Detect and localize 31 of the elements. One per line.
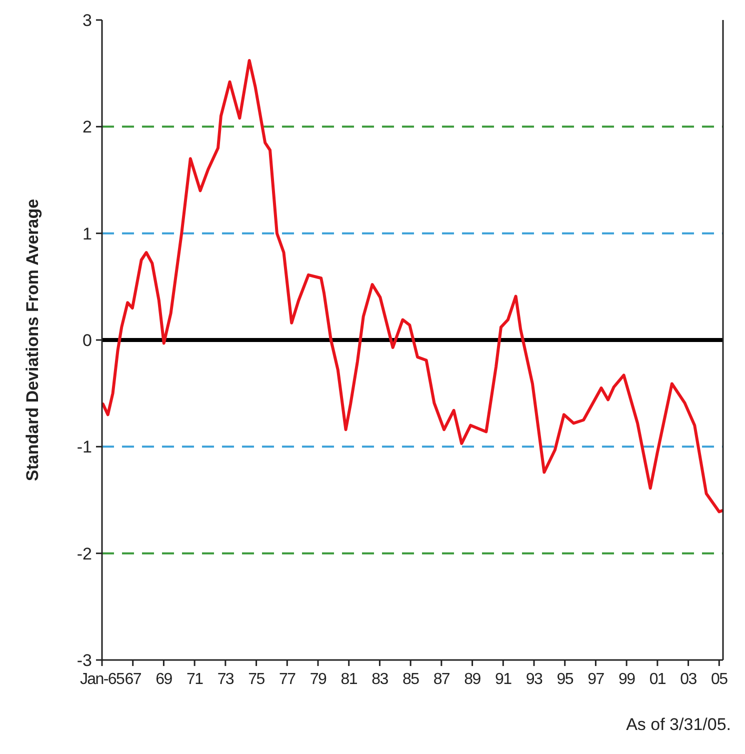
x-tick-label: 69 bbox=[156, 671, 173, 688]
y-tick-label: 0 bbox=[82, 330, 92, 350]
x-tick-label: 91 bbox=[495, 671, 512, 688]
y-tick-label: 1 bbox=[82, 224, 92, 244]
y-axis-title: Standard Deviations From Average bbox=[23, 198, 42, 482]
x-tick-label: 75 bbox=[248, 671, 266, 688]
x-tick-label: 99 bbox=[618, 671, 636, 688]
line-series bbox=[101, 59, 724, 514]
y-tick-label: -1 bbox=[76, 438, 92, 457]
text: As of 3/31/05. bbox=[626, 715, 731, 734]
x-tick-label: 95 bbox=[556, 671, 574, 688]
y-tick-label: 3 bbox=[82, 10, 92, 30]
x-tick-label: 01 bbox=[649, 671, 666, 688]
x-tick-label: 71 bbox=[186, 671, 204, 688]
y-tick-label: -2 bbox=[76, 544, 92, 564]
y-tick-label: 2 bbox=[82, 118, 92, 137]
x-tick-label: 79 bbox=[310, 671, 327, 688]
x-tick-label: 73 bbox=[217, 671, 234, 688]
x-tick-label: 97 bbox=[588, 671, 605, 688]
x-tick-label: 87 bbox=[433, 671, 450, 688]
x-tick-label: 81 bbox=[340, 671, 358, 688]
y-tick-label: -3 bbox=[76, 650, 92, 670]
x-tick-label: 67 bbox=[124, 671, 142, 688]
x-tick-label: 93 bbox=[526, 671, 543, 688]
x-tick-label: 03 bbox=[680, 671, 698, 688]
x-tick-label: 85 bbox=[402, 671, 420, 688]
x-tick-label: 83 bbox=[372, 671, 389, 688]
x-tick-label: 89 bbox=[464, 671, 482, 688]
x-tick-label: Jan-65 bbox=[80, 671, 125, 688]
x-tick-label: 05 bbox=[711, 671, 728, 688]
x-tick-label: 77 bbox=[279, 671, 296, 688]
